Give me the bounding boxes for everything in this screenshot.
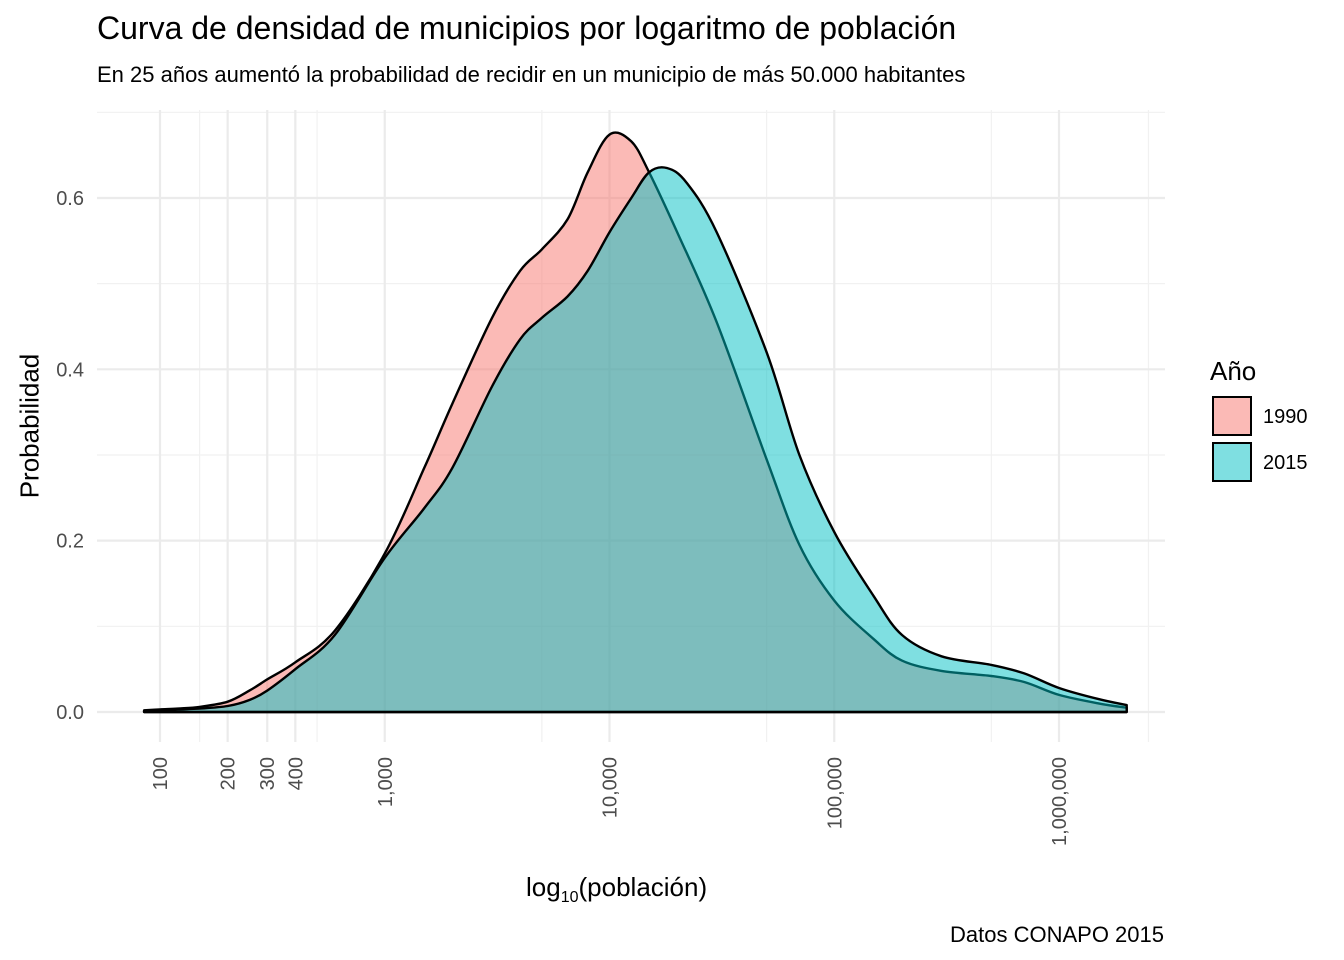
x-axis-label-subscript: 10 (560, 889, 579, 907)
legend-key-2015 (1212, 442, 1252, 482)
x-axis-ticks: 100 200 300 400 1,000 10,000 100,000 1,000,000 (150, 757, 1071, 846)
x-tick-label: 100,000 (824, 757, 846, 829)
chart-caption: Datos CONAPO 2015 (950, 922, 1164, 947)
x-tick-label: 400 (285, 757, 307, 790)
y-axis-label: Probabilidad (14, 353, 45, 499)
legend-label-1990: 1990 (1263, 406, 1308, 428)
x-tick-label: 1,000 (375, 757, 397, 807)
chart-title: Curva de densidad de municipios por loga… (97, 10, 957, 46)
x-tick-label: 10,000 (600, 757, 622, 818)
x-tick-label: 300 (257, 757, 279, 790)
legend-title: Año (1210, 356, 1257, 386)
legend-key-1990 (1212, 396, 1252, 436)
x-axis-label: log10(población) (526, 872, 707, 907)
density-area-2015 (142, 166, 1128, 714)
y-axis-ticks: 0.0 0.2 0.4 0.6 (56, 188, 84, 724)
x-axis-label-main: log (526, 872, 561, 902)
density-areas (142, 131, 1128, 714)
x-axis-label-rest: (población) (578, 872, 708, 902)
y-tick-label: 0.0 (56, 702, 84, 724)
x-tick-label: 100 (150, 757, 172, 790)
chart-subtitle: En 25 años aumentó la probabilidad de re… (97, 62, 966, 87)
x-tick-label: 200 (218, 757, 240, 790)
legend-label-2015: 2015 (1263, 452, 1308, 474)
y-tick-label: 0.2 (56, 531, 84, 553)
y-tick-label: 0.6 (56, 188, 84, 210)
y-tick-label: 0.4 (56, 359, 84, 381)
x-tick-label: 1,000,000 (1049, 757, 1071, 846)
